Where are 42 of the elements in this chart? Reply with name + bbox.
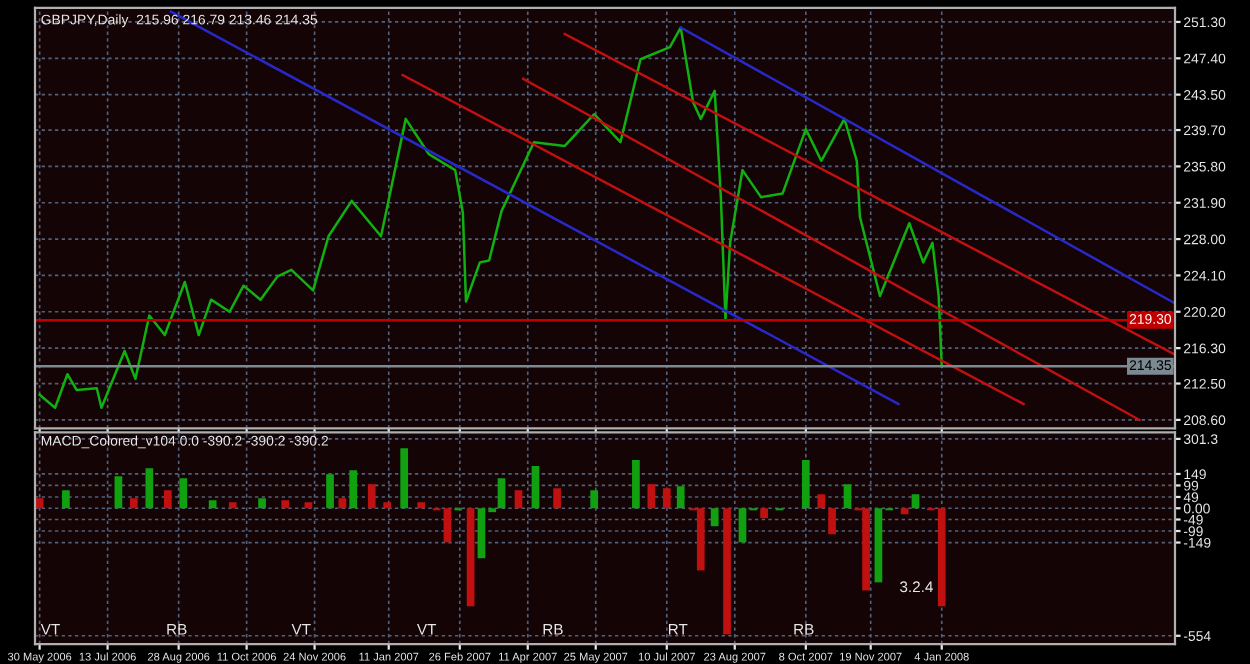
bar — [62, 490, 70, 509]
bar — [179, 478, 188, 509]
bar — [400, 448, 409, 509]
bar — [228, 502, 237, 509]
bar — [497, 478, 506, 509]
bar — [531, 466, 540, 509]
bar — [647, 484, 656, 509]
bar — [145, 468, 154, 509]
bar — [862, 508, 870, 591]
bar — [817, 494, 826, 509]
bar — [514, 490, 523, 509]
bar — [367, 484, 376, 509]
bar — [208, 500, 217, 509]
bar — [696, 508, 705, 571]
line-series — [38, 26, 943, 410]
bar — [349, 470, 358, 509]
bar — [553, 488, 561, 509]
bar — [417, 502, 426, 509]
bar — [114, 476, 123, 509]
bar — [443, 508, 452, 543]
bar — [35, 498, 44, 509]
bar — [258, 498, 266, 509]
bar — [676, 486, 685, 509]
bar — [828, 508, 836, 535]
bar — [801, 460, 810, 509]
bar — [383, 502, 392, 509]
bar — [911, 494, 920, 509]
bar — [710, 508, 719, 527]
bar — [590, 490, 599, 509]
bar — [900, 508, 909, 515]
bar — [326, 474, 334, 509]
bar — [632, 460, 640, 509]
bar — [723, 508, 731, 635]
bar — [163, 490, 172, 509]
bar — [281, 500, 290, 509]
bar — [843, 484, 852, 509]
bar — [338, 498, 347, 509]
bar — [760, 508, 768, 519]
bar — [304, 502, 313, 509]
bar — [130, 498, 138, 509]
bar — [662, 488, 671, 509]
bar — [466, 508, 475, 607]
